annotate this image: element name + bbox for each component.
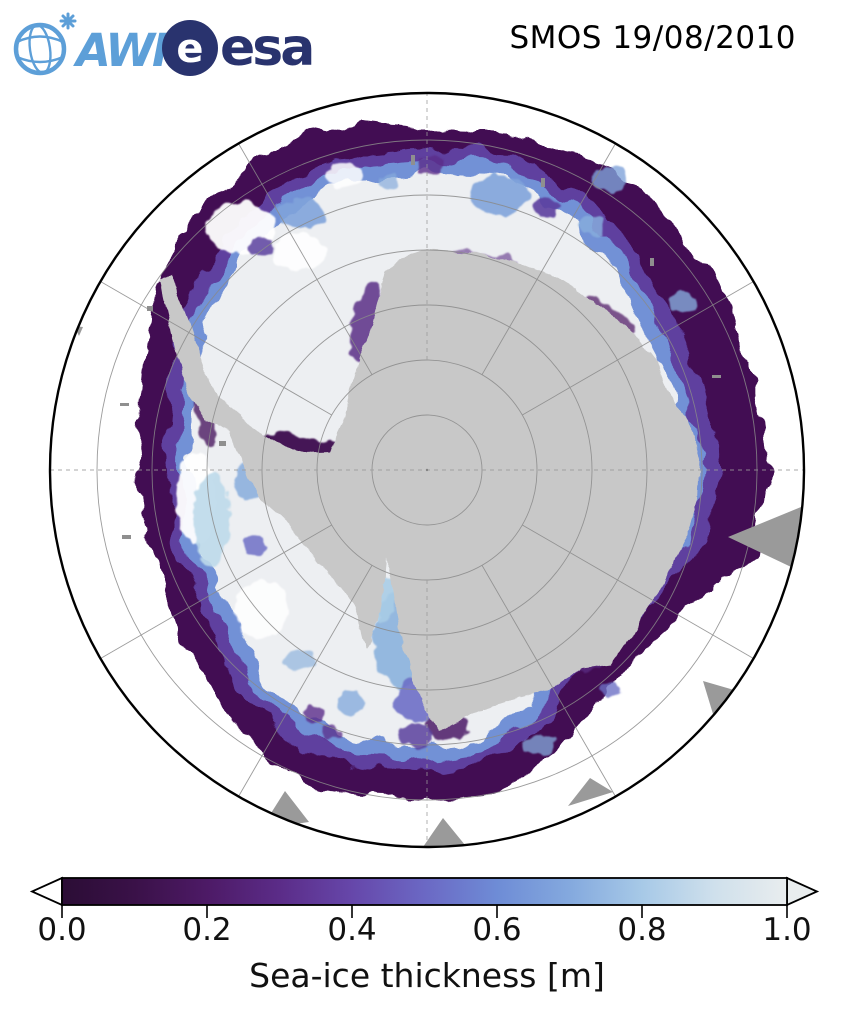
- map-boundary-circle: [48, 91, 806, 849]
- logo-bar: AWI e esa: [13, 12, 315, 78]
- south-pole-mark: [425, 468, 429, 472]
- graticule: [51, 94, 803, 846]
- colorbar-tick-label: 0.6: [472, 912, 522, 948]
- awi-logo: AWI: [13, 12, 171, 77]
- awi-star-icon: [59, 12, 77, 30]
- island-specks: [120, 155, 721, 539]
- esa-disc-letter: e: [176, 26, 203, 72]
- colorbar-tick-label: 0.2: [182, 912, 232, 948]
- awi-globe-icon: [13, 22, 67, 76]
- colorbar-tick-label: 0.8: [617, 912, 667, 948]
- colorbar-axis-label: Sea-ice thickness [m]: [249, 956, 605, 995]
- colorbar-gradient: [61, 877, 788, 906]
- esa-wordmark: esa: [220, 18, 312, 78]
- colorbar-tick-marks: [61, 905, 788, 918]
- landmass-antarctica: [160, 250, 700, 732]
- esa-logo: e esa: [162, 18, 315, 78]
- colorbar-tick-label: 1.0: [762, 912, 812, 948]
- colorbar-tick-label: 0.4: [327, 912, 377, 948]
- antarctica-map: [48, 91, 806, 849]
- colorbar-tick-label: 0.0: [37, 912, 87, 948]
- land-artifact-triangles: [74, 326, 803, 846]
- esa-disc-icon: [162, 20, 218, 76]
- colorbar-right-arrow-icon: [786, 876, 820, 907]
- awi-wordmark: AWI: [73, 24, 168, 77]
- colorbar: [29, 876, 820, 918]
- plot-title: SMOS 19/08/2010: [509, 20, 796, 56]
- colorbar-left-arrow-icon: [29, 876, 63, 907]
